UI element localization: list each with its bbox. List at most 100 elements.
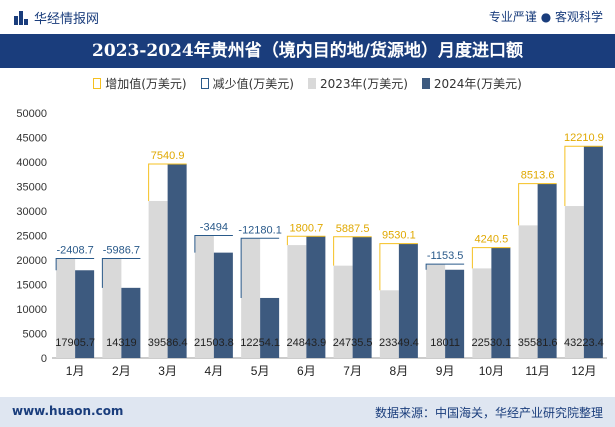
top-bar: 华经情报网 专业严谨 ● 客观科学 [0,0,615,34]
value-label-2024: 18011 [430,337,460,349]
change-label: 1800.7 [290,222,324,234]
change-label: 5887.5 [336,223,370,235]
decrease-box [240,237,280,298]
legend-label-2023: 2023年(万美元) [319,76,408,91]
footer-bar: www.huaon.com 数据来源：中国海关，华经产业研究院整理 [0,397,615,427]
value-label-2024: 24735.5 [333,337,373,349]
legend-swatch-decrease [200,77,209,89]
bar-2024 [167,164,187,358]
value-label-2024: 22530.1 [471,337,511,349]
value-label-2024: 17905.7 [55,337,95,349]
x-tick-label: 7月 [343,364,362,378]
x-tick-label: 11月 [525,364,549,378]
x-tick-label: 6月 [297,364,316,378]
legend-label-increase: 增加值(万美元) [105,76,187,91]
x-tick-label: 1月 [66,364,85,378]
bar-2024 [491,247,511,358]
bar-2024 [445,269,465,358]
increase-box [379,243,418,291]
y-tick-label: 30000 [16,206,47,218]
footer-website: www.huaon.com [12,404,124,418]
x-tick-label: 9月 [436,364,455,378]
bar-2023 [194,235,214,358]
legend-item-2023: 2023年(万美元) [307,72,408,94]
chart-title: 2023-2024年贵州省（境内目的地/货源地）月度进口额 [92,41,523,61]
x-tick-label: 3月 [158,364,177,378]
x-tick-label: 5月 [251,364,270,378]
bar-2023 [518,225,538,358]
bar-2024 [537,183,557,358]
brand-name: 华经情报网 [34,12,100,27]
legend: 增加值(万美元) 减少值(万美元) 2023年(万美元) 2024年(万美元) [0,72,615,94]
value-label-2024: 23349.4 [379,337,419,349]
legend-swatch-2023 [307,77,316,89]
increase-box [518,183,557,226]
brand: 华经情报网 [14,8,99,27]
y-tick-label: 45000 [16,133,47,145]
bar-2024 [306,236,326,358]
value-label-2024: 12254.1 [240,337,280,349]
y-tick-label: 40000 [16,157,47,169]
value-label-2024: 21503.8 [194,337,234,349]
x-tick-label: 2月 [112,364,131,378]
change-label: 9530.1 [382,230,416,242]
legend-swatch-increase [93,77,102,89]
value-label-2024: 14319 [106,337,137,349]
change-label: -1153.5 [427,250,464,262]
value-label-2024: 39586.4 [148,337,188,349]
decrease-box [101,258,141,288]
decrease-box [194,235,233,253]
change-label: 12210.9 [564,132,604,144]
legend-label-2024: 2024年(万美元) [433,76,522,91]
bar-2024 [260,297,280,358]
change-label: -12180.1 [238,224,281,236]
legend-swatch-2024 [421,77,430,89]
bar-2023 [379,290,399,358]
change-label: -2408.7 [56,244,93,256]
y-tick-label: 5000 [23,329,47,341]
legend-item-increase: 增加值(万美元) [93,72,187,94]
y-tick-label: 50000 [16,108,47,120]
bar-2023 [241,238,261,358]
bar-2023 [564,206,584,358]
increase-box [333,236,372,266]
change-label: -5986.7 [103,245,140,257]
y-tick-label: 10000 [16,304,47,316]
bar-2023 [102,258,122,358]
decrease-box [55,257,95,271]
bar-2024 [352,236,372,358]
bar-2023 [287,245,307,358]
legend-item-2024: 2024年(万美元) [421,72,522,94]
title-bar: 2023-2024年贵州省（境内目的地/货源地）月度进口额 [0,34,615,68]
bar-2023 [472,268,492,358]
bar-2023 [426,264,446,358]
bar-2023 [56,258,76,358]
increase-box [471,247,511,269]
x-tick-label: 4月 [205,364,224,378]
value-label-2024: 35581.6 [518,337,558,349]
bar-2023 [333,265,353,358]
bar-chart: 0 5000 10000 15000 20000 25000 30000 35000 40000… [16,108,607,378]
brand-logo-icon [14,10,28,25]
x-tick-label: 12月 [571,364,596,378]
bar-2024 [75,270,95,358]
bar-2024 [583,146,603,358]
footer-source: 数据来源：中国海关，华经产业研究院整理 [374,406,603,420]
slogan: 专业严谨 ● 客观科学 [488,10,603,24]
bar-2024 [121,287,141,358]
change-label: 8513.6 [521,170,555,182]
increase-box [148,163,187,201]
change-label: -3494 [200,222,228,234]
legend-label-decrease: 减少值(万美元) [212,76,294,91]
change-label: 4240.5 [475,234,509,246]
change-label: 7540.9 [151,150,185,162]
y-tick-label: 25000 [16,231,47,243]
y-tick-label: 20000 [16,255,47,267]
x-tick-label: 10月 [479,364,504,378]
bar-2024 [213,252,233,358]
bar-2023 [148,200,168,358]
value-label-2024: 43223.4 [564,337,604,349]
x-tick-label: 8月 [390,364,409,378]
y-tick-label: 0 [41,353,47,365]
increase-box [286,235,326,246]
